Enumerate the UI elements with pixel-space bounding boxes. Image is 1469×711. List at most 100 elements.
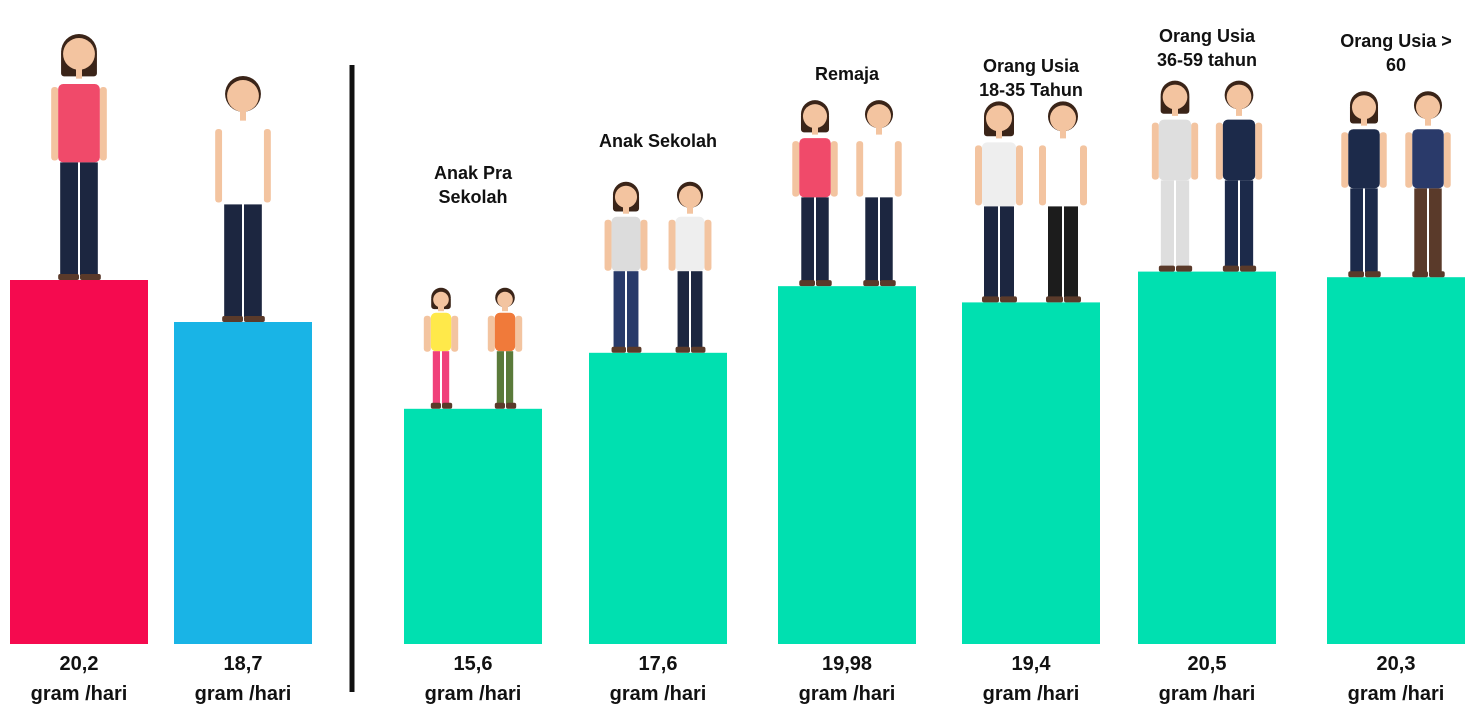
person-leg (1225, 180, 1238, 266)
person-leg (1414, 188, 1427, 272)
person-leg (678, 271, 689, 348)
person-arm (264, 129, 271, 203)
person-leg (1350, 188, 1363, 272)
person-shoe (80, 274, 101, 280)
person-arm (605, 220, 612, 271)
unit-label: gram /hari (951, 682, 1111, 706)
person-neck (438, 306, 444, 311)
person-neck (1060, 130, 1066, 138)
person-arm (451, 316, 458, 352)
person-leg (1240, 180, 1253, 266)
person-arm (1039, 145, 1046, 205)
person-arm (704, 220, 711, 271)
person-arm (640, 220, 647, 271)
person-illustration (792, 100, 837, 286)
person-shoe (244, 316, 265, 322)
person-illustration (488, 288, 522, 409)
person-neck (1361, 118, 1367, 125)
person-leg (497, 351, 504, 404)
person-illustration (1341, 91, 1386, 277)
person-leg (224, 204, 242, 317)
person-torso (431, 313, 451, 351)
category-label: Remaja (785, 62, 909, 86)
person-arm (1255, 123, 1262, 180)
value-label: 15,6 (393, 652, 553, 676)
person-head (227, 80, 259, 112)
person-neck (502, 306, 508, 311)
person-illustration (1039, 101, 1087, 302)
unit-label: gram /hari (393, 682, 553, 706)
person-head (1050, 105, 1076, 131)
person-shoe (612, 347, 626, 353)
person-leg (1429, 188, 1442, 272)
person-shoe (1348, 271, 1364, 277)
person-head (679, 186, 701, 208)
category-label: Anak Pra Sekolah (411, 161, 535, 209)
person-arm (424, 316, 431, 352)
person-arm (669, 220, 676, 271)
bar (778, 286, 916, 644)
person-illustration (424, 288, 458, 409)
person-leg (1365, 188, 1378, 272)
person-arm (1016, 145, 1023, 205)
person-leg (433, 351, 440, 404)
person-leg (80, 162, 98, 275)
person-head (867, 104, 891, 128)
person-arm (1152, 123, 1159, 180)
person-shoe (1223, 266, 1239, 272)
person-leg (984, 206, 998, 297)
person-leg (1000, 206, 1014, 297)
person-torso (58, 84, 100, 162)
person-torso (222, 126, 264, 204)
person-shoe (431, 403, 441, 409)
person-illustration (1216, 81, 1262, 272)
person-shoe (58, 274, 79, 280)
person-shoe (880, 280, 896, 286)
person-leg (506, 351, 513, 404)
category-label: Anak Sekolah (596, 129, 720, 153)
value-label: 20,3 (1316, 652, 1469, 676)
person-arm (1191, 123, 1198, 180)
person-shoe (1064, 296, 1081, 302)
person-neck (1172, 108, 1178, 116)
bar (10, 280, 148, 644)
bar (1327, 277, 1465, 644)
person-shoe (1000, 296, 1017, 302)
person-neck (76, 69, 82, 79)
person-head (1416, 95, 1440, 119)
person-shoe (495, 403, 505, 409)
bar (962, 302, 1100, 644)
person-leg (880, 197, 893, 281)
bar (174, 322, 312, 644)
person-shoe (676, 347, 690, 353)
person-leg (627, 271, 638, 348)
infographic: 20,2gram /hari18,7gram /hariAnak Pra Sek… (0, 0, 1469, 711)
person-leg (1161, 180, 1174, 266)
person-neck (240, 111, 246, 121)
person-head (497, 292, 513, 308)
person-shoe (1412, 271, 1428, 277)
person-arm (831, 141, 838, 197)
person-shoe (799, 280, 815, 286)
person-arm (975, 145, 982, 205)
value-label: 18,7 (163, 652, 323, 676)
person-leg (1064, 206, 1078, 297)
person-arm (488, 316, 495, 352)
person-leg (614, 271, 625, 348)
unit-label: gram /hari (767, 682, 927, 706)
person-neck (812, 127, 818, 134)
person-arm (1444, 132, 1451, 188)
chart (0, 0, 1469, 711)
person-torso (1046, 142, 1080, 206)
value-label: 19,4 (951, 652, 1111, 676)
person-neck (876, 127, 882, 134)
person-head (1352, 95, 1376, 119)
value-label: 17,6 (578, 652, 738, 676)
category-label: Orang Usia 36-59 tahun (1145, 24, 1269, 72)
person-shoe (442, 403, 452, 409)
person-shoe (1176, 266, 1192, 272)
unit-label: gram /hari (1316, 682, 1469, 706)
person-torso (676, 217, 705, 271)
person-illustration (669, 182, 712, 353)
person-leg (1048, 206, 1062, 297)
